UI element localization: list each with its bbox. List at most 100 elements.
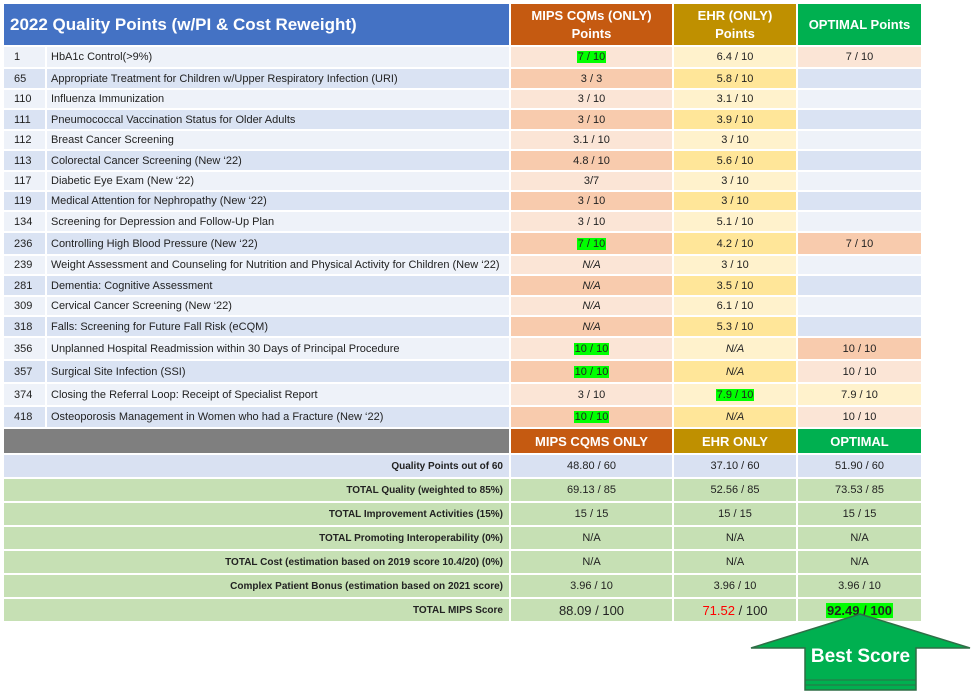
measure-number: 239 [4, 256, 45, 274]
mips-points: 3.1 / 10 [511, 131, 672, 149]
optimal-points [798, 317, 921, 336]
measure-number: 356 [4, 338, 45, 359]
ehr-points-value: 4.2 / 10 [716, 237, 754, 250]
ehr-points: N/A [674, 361, 796, 382]
total-ehr-value: 3.96 / 10 [674, 575, 796, 597]
best-score-label: Best Score [810, 646, 911, 667]
total-ehr-value: 52.56 / 85 [674, 479, 796, 501]
optimal-points [798, 172, 921, 190]
mips-points-value: 3/7 [583, 175, 600, 187]
mips-points-value: 3 / 10 [577, 195, 606, 207]
ehr-points: 3.1 / 10 [674, 90, 796, 108]
measure-number: 119 [4, 192, 45, 210]
measure-number: 112 [4, 131, 45, 149]
table-row: 111 Pneumococcal Vaccination Status for O… [4, 110, 921, 129]
table-row: 119 Medical Attention for Nephropathy (Ne… [4, 192, 921, 210]
measure-name: Closing the Referral Loop: Receipt of Sp… [47, 384, 509, 405]
ehr-points: 3 / 10 [674, 131, 796, 149]
table-title: 2022 Quality Points (w/PI & Cost Reweigh… [4, 4, 509, 45]
mips-points: 3 / 10 [511, 192, 672, 210]
optimal-points [798, 131, 921, 149]
table-row: 281 Dementia: Cognitive Assessment N/A 3.5 … [4, 276, 921, 295]
total-label: TOTAL Promoting Interoperability (0%) [4, 527, 509, 549]
ehr-points: 3 / 10 [674, 172, 796, 190]
table-row: 110 Influenza Immunization 3 / 10 3.1 / 10 [4, 90, 921, 108]
optimal-points [798, 212, 921, 231]
total-row: TOTAL Improvement Activities (15%) 15 / 1… [4, 503, 921, 525]
measure-number: 236 [4, 233, 45, 254]
table-row: 65 Appropriate Treatment for Children w/U… [4, 69, 921, 88]
measure-number: 1 [4, 47, 45, 67]
total-row: Complex Patient Bonus (estimation based … [4, 575, 921, 597]
mips-points-value: N/A [582, 259, 601, 271]
ehr-points-value: 7.9 / 10 [715, 388, 755, 401]
ehr-points: 5.1 / 10 [674, 212, 796, 231]
table-row: 356 Unplanned Hospital Readmission within… [4, 338, 921, 359]
ehr-points: 5.6 / 10 [674, 151, 796, 170]
measure-name: Breast Cancer Screening [47, 131, 509, 149]
ehr-points-value: 3.9 / 10 [716, 113, 754, 126]
ehr-points-value: N/A [725, 342, 745, 355]
mips-points: N/A [511, 297, 672, 315]
mips-points-value: 3 / 10 [577, 93, 606, 105]
mips-points-value: 7 / 10 [576, 237, 607, 250]
ehr-points: N/A [674, 407, 796, 427]
measure-number: 281 [4, 276, 45, 295]
total-optimal-value: N/A [798, 527, 921, 549]
mips-points-value: 3 / 3 [580, 72, 603, 85]
total-ehr-value: 15 / 15 [674, 503, 796, 525]
table-row: 357 Surgical Site Infection (SSI) 10 / 10 N… [4, 361, 921, 382]
total-optimal-value: 15 / 15 [798, 503, 921, 525]
table-row: 309 Cervical Cancer Screening (New ‘22) N/… [4, 297, 921, 315]
mips-points-value: 3 / 10 [577, 388, 606, 401]
table-row: 236 Controlling High Blood Pressure (New … [4, 233, 921, 254]
mips-points-value: 4.8 / 10 [573, 154, 610, 167]
ehr-points: 5.3 / 10 [674, 317, 796, 336]
summary-gray-bar [4, 429, 509, 453]
total-optimal-value: 51.90 / 60 [798, 455, 921, 477]
mips-header: MIPS CQMs (ONLY) Points [511, 4, 672, 45]
mips-points: N/A [511, 276, 672, 295]
measure-number: 309 [4, 297, 45, 315]
total-optimal-value: 3.96 / 10 [798, 575, 921, 597]
measure-name: Osteoporosis Management in Women who had… [47, 407, 509, 427]
ehr-points-value: 3.5 / 10 [716, 279, 754, 292]
measure-name: Falls: Screening for Future Fall Risk (e… [47, 317, 509, 336]
ehr-points-value: 6.1 / 10 [716, 300, 754, 312]
final-mips-max: / 100 [591, 602, 625, 618]
mips-points: 3 / 3 [511, 69, 672, 88]
measure-number: 374 [4, 384, 45, 405]
table-row: 112 Breast Cancer Screening 3.1 / 10 3 / 10 [4, 131, 921, 149]
table-row: 134 Screening for Depression and Follow-U… [4, 212, 921, 231]
summary-mips-header: MIPS CQMS ONLY [511, 429, 672, 453]
ehr-points-value: 3 / 10 [721, 259, 749, 271]
measure-name: Dementia: Cognitive Assessment [47, 276, 509, 295]
optimal-points: 7 / 10 [798, 47, 921, 67]
total-mips-value: 48.80 / 60 [511, 455, 672, 477]
total-row: TOTAL Cost (estimation based on 2019 sco… [4, 551, 921, 573]
optimal-points [798, 192, 921, 210]
ehr-header: EHR (ONLY) Points [674, 4, 796, 45]
final-ehr-max: / 100 [735, 602, 768, 618]
total-mips-value: 15 / 15 [511, 503, 672, 525]
quality-points-table: 2022 Quality Points (w/PI & Cost Reweigh… [2, 2, 923, 623]
mips-points-value: N/A [582, 300, 601, 312]
ehr-points-value: 3 / 10 [721, 195, 749, 207]
total-optimal-value: 73.53 / 85 [798, 479, 921, 501]
table-row: 113 Colorectal Cancer Screening (New ‘22)… [4, 151, 921, 170]
total-label: Quality Points out of 60 [4, 455, 509, 477]
optimal-points: 10 / 10 [798, 361, 921, 382]
table-row: 239 Weight Assessment and Counseling for … [4, 256, 921, 274]
ehr-points: 3 / 10 [674, 192, 796, 210]
optimal-points [798, 69, 921, 88]
total-ehr-value: N/A [674, 551, 796, 573]
final-ehr-score: 71.52 / 100 [674, 599, 796, 621]
best-score-arrow-icon [750, 613, 971, 691]
mips-points-value: 10 / 10 [573, 411, 610, 423]
mips-points: 7 / 10 [511, 233, 672, 254]
mips-points: N/A [511, 256, 672, 274]
total-ehr-value: N/A [674, 527, 796, 549]
total-row: TOTAL Quality (weighted to 85%) 69.13 / 8… [4, 479, 921, 501]
final-optimal-value: 92.49 / 100 [825, 602, 894, 618]
optimal-points [798, 297, 921, 315]
